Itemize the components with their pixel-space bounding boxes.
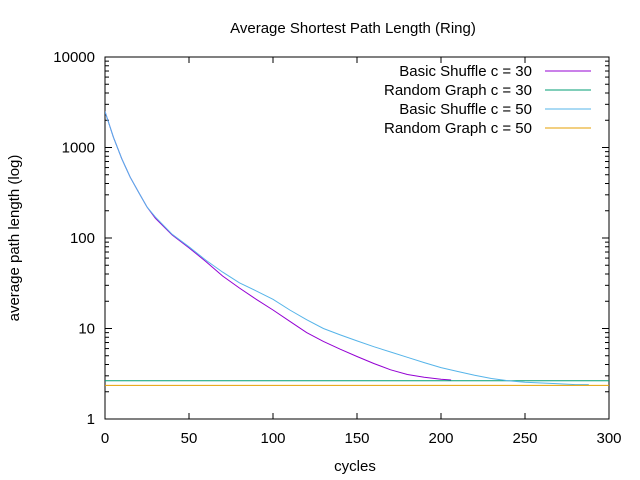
x-axis: 0 50 100 150 200 250 300	[101, 57, 622, 447]
legend-label-random-graph-c-30: Random Graph c = 30	[384, 82, 532, 99]
x-tick-label: 250	[512, 430, 537, 447]
legend: Basic Shuffle c = 30 Random Graph c = 30 B…	[384, 63, 591, 137]
y-axis: 1 10 100 1000 10000	[53, 49, 609, 428]
series-line-basic-shuffle-c-50	[105, 111, 589, 386]
x-tick-label: 150	[344, 430, 369, 447]
chart-title: Average Shortest Path Length (Ring)	[230, 20, 476, 37]
plot-frame	[104, 56, 610, 420]
x-axis-label: cycles	[334, 458, 376, 475]
y-tick-label: 1000	[62, 140, 95, 157]
x-tick-label: 300	[596, 430, 621, 447]
y-tick-label: 10000	[53, 49, 95, 66]
legend-label-basic-shuffle-c-50: Basic Shuffle c = 50	[399, 101, 532, 118]
y-tick-label: 100	[70, 230, 95, 247]
x-tick-label: 0	[101, 430, 109, 447]
y-tick-label: 1	[87, 411, 95, 428]
legend-label-basic-shuffle-c-30: Basic Shuffle c = 30	[399, 63, 532, 80]
y-tick-label: 10	[78, 321, 95, 338]
series-line-basic-shuffle-c-30	[105, 111, 452, 381]
series-layer	[105, 111, 609, 386]
x-tick-label: 200	[428, 430, 453, 447]
x-tick-label: 100	[260, 430, 285, 447]
legend-label-random-graph-c-50: Random Graph c = 50	[384, 120, 532, 137]
y-axis-label: average path length (log)	[6, 155, 23, 322]
x-tick-label: 50	[181, 430, 198, 447]
